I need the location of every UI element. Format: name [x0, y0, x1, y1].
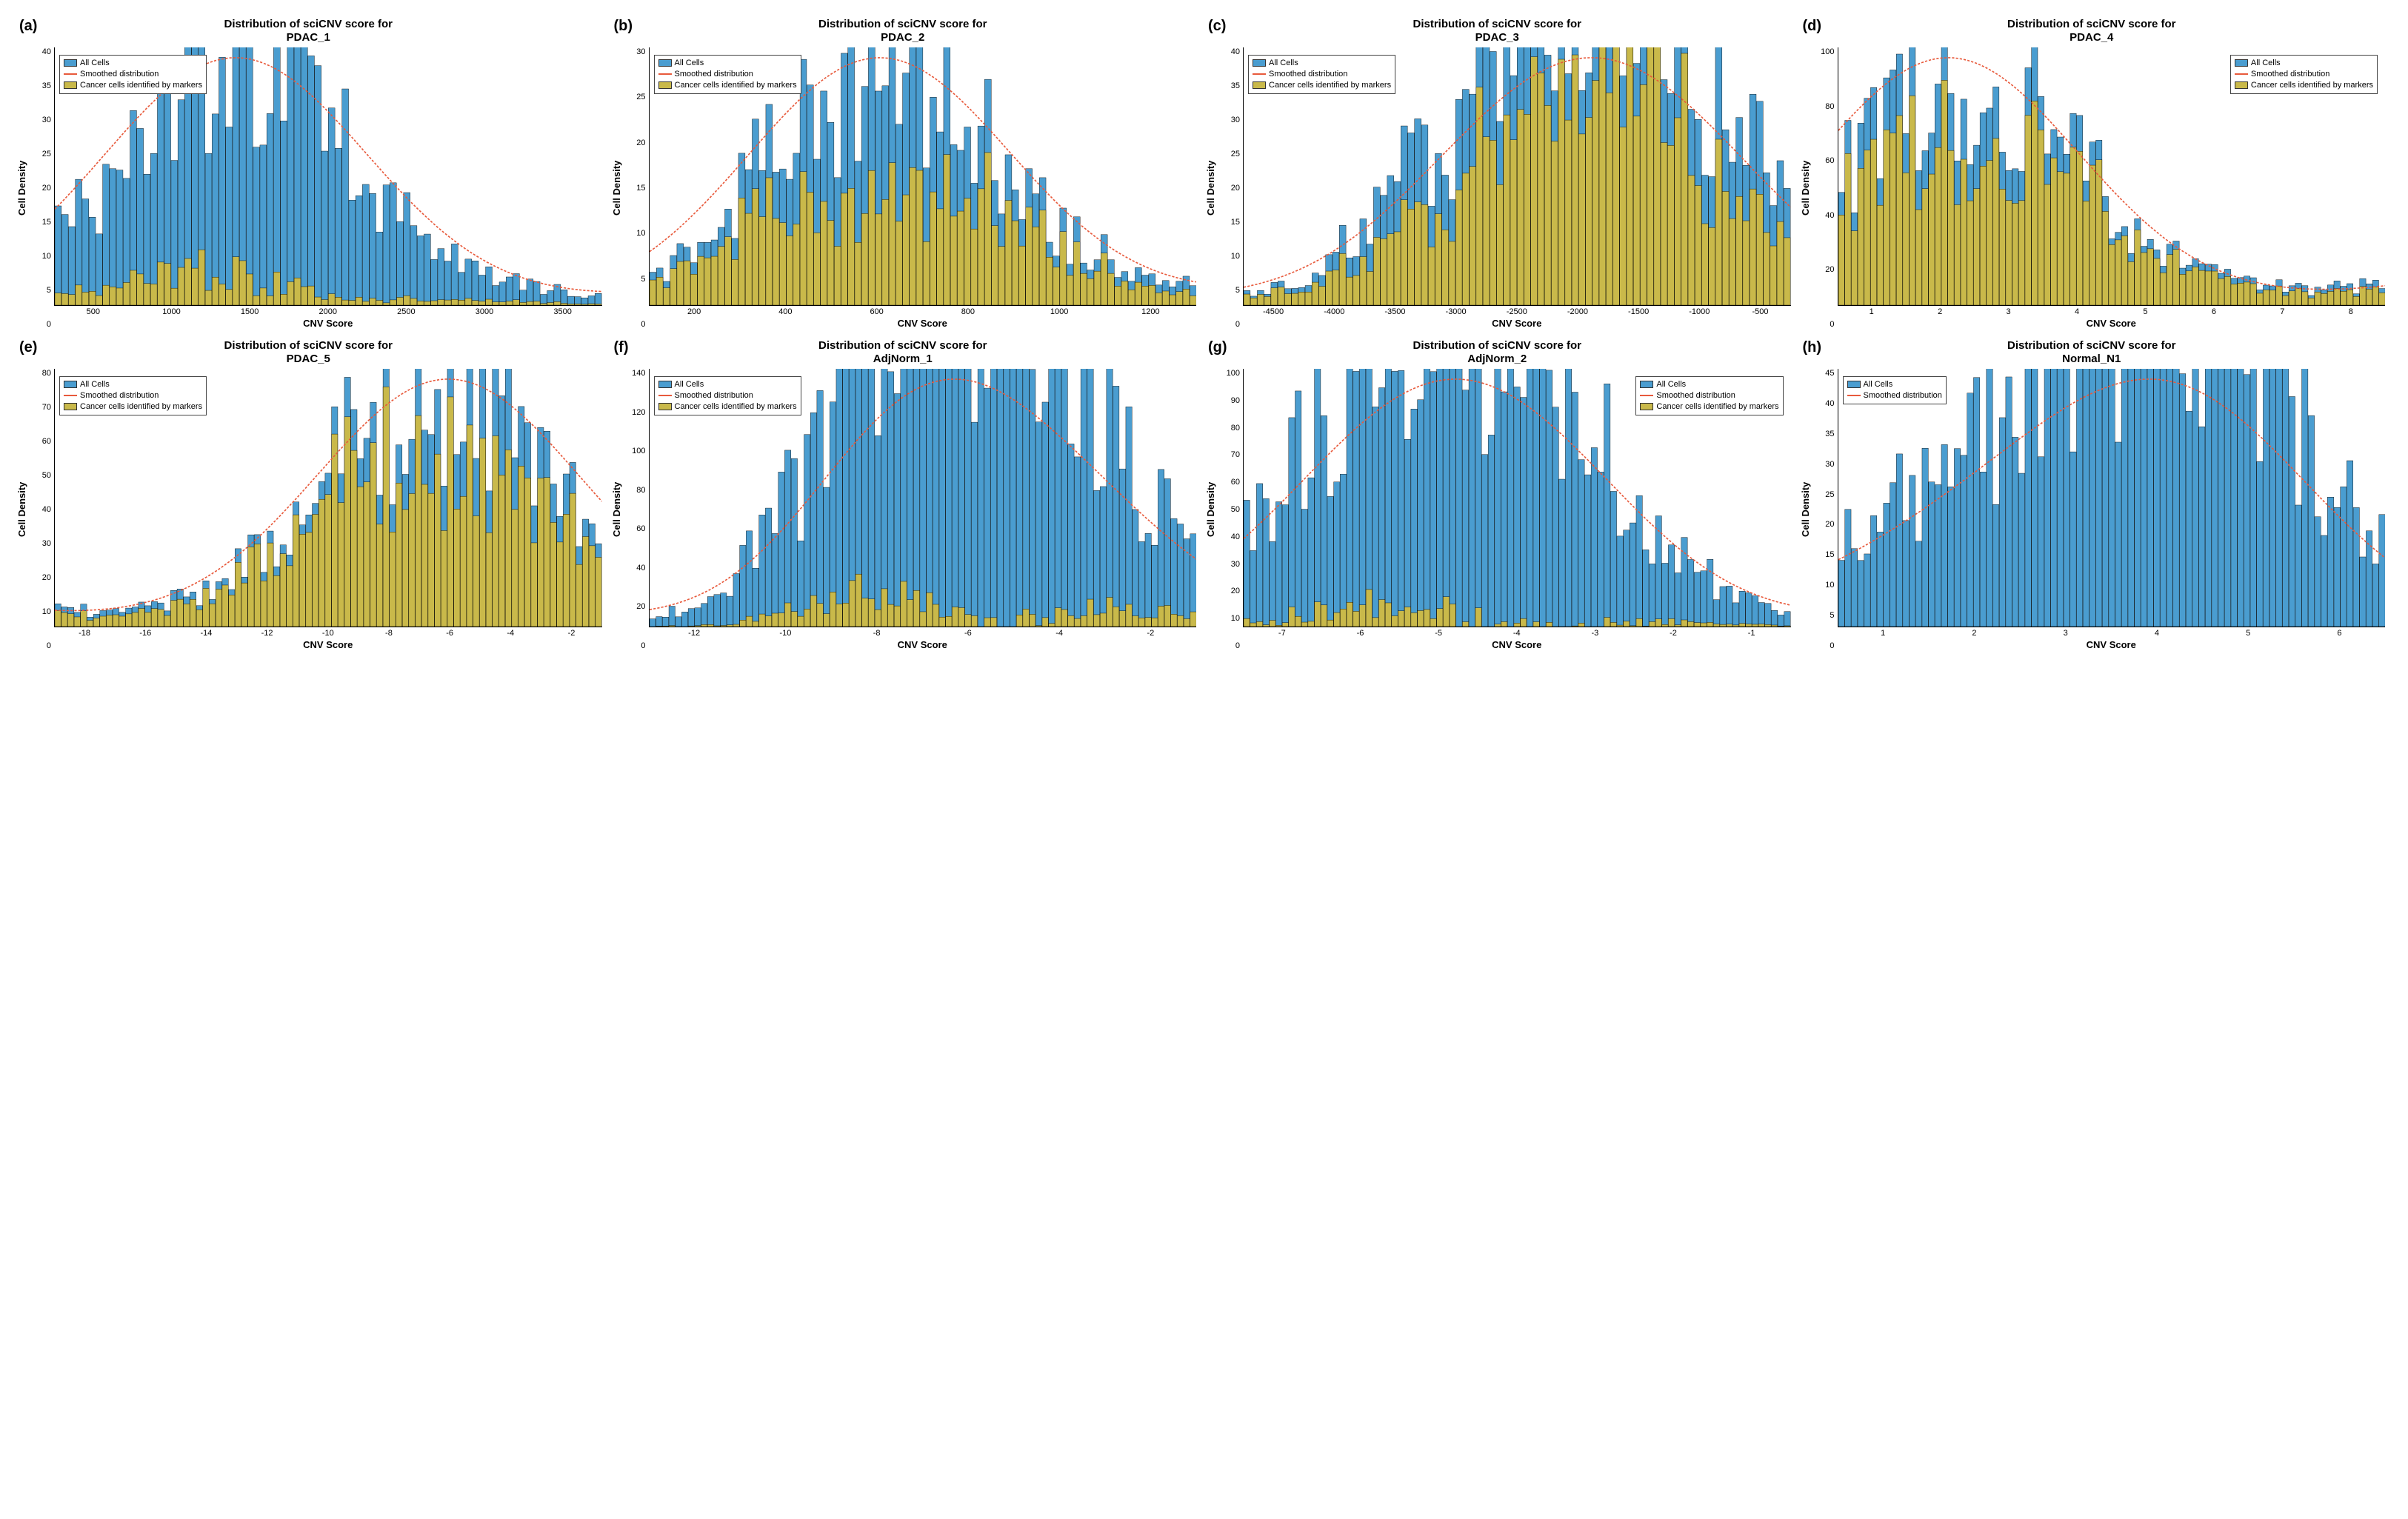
legend: All CellsSmoothed distributionCancer cel… — [1635, 376, 1783, 415]
x-axis-label: CNV Score — [649, 638, 1197, 650]
legend-all-cells: All Cells — [64, 58, 202, 69]
histogram-plot — [1838, 369, 2386, 627]
legend: All CellsSmoothed distributionCancer cel… — [654, 55, 801, 94]
legend-cancer-cells: Cancer cells identified by markers — [658, 401, 797, 413]
y-ticks: 0102030405060708090100 — [1218, 369, 1243, 650]
legend-cancer-cells: Cancer cells identified by markers — [658, 80, 797, 91]
y-axis-label: Cell Density — [610, 47, 624, 329]
panel-tag: (g) — [1208, 339, 1227, 356]
x-axis-label: CNV Score — [1243, 638, 1791, 650]
y-ticks: 01020304050607080 — [29, 369, 54, 650]
bars-all-cells — [1838, 369, 2385, 627]
legend-cancer-cells: Cancer cells identified by markers — [1253, 80, 1391, 91]
legend: All CellsSmoothed distribution — [1843, 376, 1947, 404]
panel-tag: (f) — [614, 339, 629, 356]
panel-tag: (d) — [1803, 18, 1822, 35]
x-ticks: 500100015002000250030003500 — [54, 306, 602, 316]
panel-a: (a)Distribution of sciCNV score for PDAC… — [15, 15, 602, 329]
x-axis-label: CNV Score — [54, 638, 602, 650]
legend-all-cells: All Cells — [64, 379, 202, 390]
panel-tag: (e) — [19, 339, 37, 356]
panel-b: (b)Distribution of sciCNV score for PDAC… — [610, 15, 1197, 329]
panel-e: (e)Distribution of sciCNV score for PDAC… — [15, 336, 602, 650]
y-ticks: 020406080100 — [1812, 47, 1838, 329]
legend-all-cells: All Cells — [1847, 379, 1942, 390]
x-axis-label: CNV Score — [1243, 316, 1791, 329]
legend: All CellsSmoothed distributionCancer cel… — [59, 55, 207, 94]
panel-d: (d)Distribution of sciCNV score for PDAC… — [1798, 15, 2386, 329]
legend-smoothed: Smoothed distribution — [64, 69, 202, 80]
legend-cancer-cells: Cancer cells identified by markers — [64, 80, 202, 91]
x-axis-label: CNV Score — [1838, 638, 2386, 650]
x-axis-label: CNV Score — [649, 316, 1197, 329]
legend-cancer-cells: Cancer cells identified by markers — [2235, 80, 2373, 91]
x-ticks: 12345678 — [1838, 306, 2386, 316]
y-axis-label: Cell Density — [1798, 369, 1812, 650]
panel-h: (h)Distribution of sciCNV score for Norm… — [1798, 336, 2386, 650]
panel-title: Distribution of sciCNV score for PDAC_1 — [15, 18, 602, 44]
y-ticks: 051015202530354045 — [1812, 369, 1838, 650]
legend-smoothed: Smoothed distribution — [1847, 390, 1942, 401]
x-axis-label: CNV Score — [1838, 316, 2386, 329]
panel-tag: (a) — [19, 18, 37, 35]
panel-tag: (h) — [1803, 339, 1822, 356]
panel-title: Distribution of sciCNV score for PDAC_5 — [15, 339, 602, 366]
x-ticks: -18-16-14-12-10-8-6-4-2 — [54, 627, 602, 638]
x-ticks: 20040060080010001200 — [649, 306, 1197, 316]
legend-all-cells: All Cells — [1640, 379, 1778, 390]
panel-g: (g)Distribution of sciCNV score for AdjN… — [1204, 336, 1791, 650]
panel-title: Distribution of sciCNV score for Normal_… — [1798, 339, 2386, 366]
legend-cancer-cells: Cancer cells identified by markers — [1640, 401, 1778, 413]
y-axis-label: Cell Density — [15, 369, 29, 650]
panel-tag: (c) — [1208, 18, 1226, 35]
panel-title: Distribution of sciCNV score for PDAC_2 — [610, 18, 1197, 44]
legend-all-cells: All Cells — [2235, 58, 2373, 69]
y-ticks: 020406080100120140 — [624, 369, 649, 650]
y-ticks: 0510152025303540 — [1218, 47, 1243, 329]
panel-title: Distribution of sciCNV score for AdjNorm… — [610, 339, 1197, 366]
legend-all-cells: All Cells — [1253, 58, 1391, 69]
y-axis-label: Cell Density — [1204, 47, 1218, 329]
bars-cancer-cells — [650, 153, 1196, 305]
chart-area: Cell Density051015202530354045123456CNV … — [1798, 369, 2386, 650]
legend-smoothed: Smoothed distribution — [2235, 69, 2373, 80]
legend-smoothed: Smoothed distribution — [64, 390, 202, 401]
legend-smoothed: Smoothed distribution — [658, 390, 797, 401]
panel-title: Distribution of sciCNV score for PDAC_3 — [1204, 18, 1791, 44]
y-ticks: 0510152025303540 — [29, 47, 54, 329]
y-axis-label: Cell Density — [1798, 47, 1812, 329]
legend: All CellsSmoothed distributionCancer cel… — [2230, 55, 2378, 94]
panel-title: Distribution of sciCNV score for AdjNorm… — [1204, 339, 1791, 366]
x-ticks: -7-6-5-4-3-2-1 — [1243, 627, 1791, 638]
legend-smoothed: Smoothed distribution — [658, 69, 797, 80]
x-ticks: 123456 — [1838, 627, 2386, 638]
y-axis-label: Cell Density — [1204, 369, 1218, 650]
y-axis-label: Cell Density — [610, 369, 624, 650]
y-axis-label: Cell Density — [15, 47, 29, 329]
legend: All CellsSmoothed distributionCancer cel… — [1248, 55, 1395, 94]
legend-all-cells: All Cells — [658, 379, 797, 390]
legend-all-cells: All Cells — [658, 58, 797, 69]
y-ticks: 051015202530 — [624, 47, 649, 329]
panel-f: (f)Distribution of sciCNV score for AdjN… — [610, 336, 1197, 650]
legend: All CellsSmoothed distributionCancer cel… — [59, 376, 207, 415]
panel-c: (c)Distribution of sciCNV score for PDAC… — [1204, 15, 1791, 329]
legend-cancer-cells: Cancer cells identified by markers — [64, 401, 202, 413]
legend-smoothed: Smoothed distribution — [1640, 390, 1778, 401]
legend: All CellsSmoothed distributionCancer cel… — [654, 376, 801, 415]
figure-grid: (a)Distribution of sciCNV score for PDAC… — [15, 15, 2385, 650]
panel-title: Distribution of sciCNV score for PDAC_4 — [1798, 18, 2386, 44]
x-ticks: -4500-4000-3500-3000-2500-2000-1500-1000… — [1243, 306, 1791, 316]
x-ticks: -12-10-8-6-4-2 — [649, 627, 1197, 638]
legend-smoothed: Smoothed distribution — [1253, 69, 1391, 80]
x-axis-label: CNV Score — [54, 316, 602, 329]
panel-tag: (b) — [614, 18, 633, 35]
